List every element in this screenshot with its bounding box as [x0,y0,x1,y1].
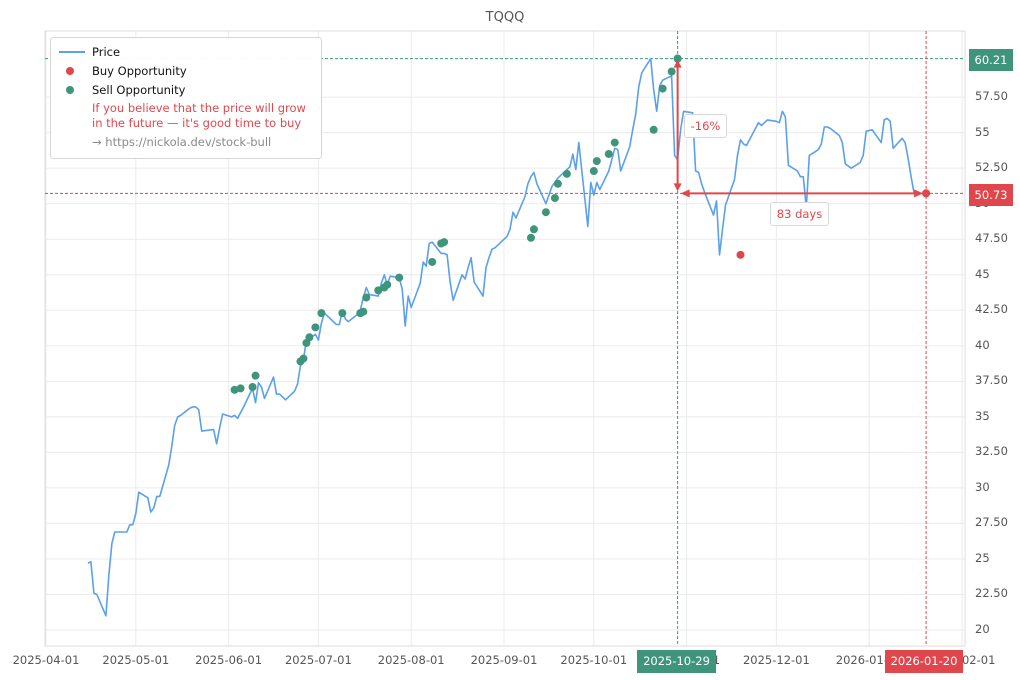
legend-label: Buy Opportunity [92,64,187,78]
arrow-head-right-icon [914,189,924,198]
drawdown-label: -16% [684,114,727,138]
plot-frame [44,30,966,647]
y-tick-label: 57.50 [975,89,1008,104]
high-date-badge: 2025-10-29 [637,650,716,673]
x-tick-label: 2025-07-01 [284,653,352,667]
sell-marker [526,233,535,242]
current-marker [922,189,931,198]
sell-marker [299,354,308,363]
x-tick-label: 2025-08-01 [377,653,445,667]
y-tick-label: 20 [975,622,990,636]
sell-marker [667,67,676,76]
sell-opportunity-markers [230,54,682,394]
high-price-badge: 60.21 [969,49,1013,71]
sell-marker [251,371,260,380]
sell-marker [383,280,392,289]
price-line [87,57,915,617]
buy-marker [673,54,682,63]
sell-marker [359,307,368,316]
y-tick-label: 30 [975,479,990,494]
sell-marker [658,84,667,93]
arrow-head-down-icon [673,183,682,192]
y-tick-label: 22.50 [975,586,1008,601]
sell-marker [236,384,245,393]
sell-marker [311,323,320,332]
chart-title: TQQQ [485,10,525,25]
dot-icon [66,67,74,75]
sell-marker [362,293,371,302]
y-tick-label: 45 [975,266,990,281]
x-tick-label: 2025-12-01 [742,653,810,667]
sell-marker [553,179,562,188]
y-tick-label: 55 [975,124,990,139]
sell-marker [248,383,257,392]
legend-note-line: in the future — it's good time to buy [92,116,302,130]
buy-marker [736,250,745,259]
x-tick-label: 2025-05-01 [102,653,170,667]
y-tick-label: 47.50 [975,231,1008,246]
sell-marker [338,309,347,318]
x-tick-label: 2025-10-01 [560,653,628,667]
x-tick-label: 2025-09-01 [470,653,538,667]
grid-lines [45,31,965,646]
sell-marker [395,273,404,282]
y-tick-label: 52.50 [975,160,1008,175]
y-tick-label: 40 [975,337,990,352]
legend-label: Price [92,45,121,59]
sell-marker [610,138,619,147]
y-tick-label: 35 [975,408,990,423]
legend-note-line: If you believe that the price will grow [92,101,306,115]
y-tick-label: 27.50 [975,515,1008,530]
annotation-arrows [673,59,924,198]
legend-label: Sell Opportunity [92,83,186,97]
y-tick-label: 32.50 [975,444,1008,459]
sell-marker [649,125,658,134]
sell-marker [305,333,314,342]
current-date-badge: 2026-01-20 [885,650,963,673]
arrow-head-left-icon [680,189,690,198]
legend: Price Buy Opportunity Sell Opportunity I… [50,37,322,159]
line-icon [59,51,85,53]
sell-marker [529,225,538,234]
y-tick-label: 37.50 [975,373,1008,388]
sell-marker [562,169,571,178]
sell-marker [317,309,326,318]
x-tick-label: 2025-06-01 [195,653,263,667]
y-tick-label: 25 [975,550,990,565]
sell-marker [374,286,383,295]
sell-marker [604,149,613,158]
arrow-head-up-icon [673,59,682,68]
buy-opportunity-markers [673,54,931,259]
duration-label: 83 days [770,202,829,226]
dot-icon [66,86,74,94]
sell-marker [428,257,437,266]
sell-marker [440,238,449,247]
legend-note: If you believe that the price will grow … [92,101,306,131]
y-tick-label: 42.50 [975,302,1008,317]
sell-marker [589,167,598,176]
legend-link[interactable]: → https://nickola.dev/stock-bull [92,135,272,149]
sell-marker [550,194,559,203]
current-price-badge: 50.73 [969,184,1013,206]
sell-marker [541,208,550,217]
x-tick-label: 2025-04-01 [12,653,80,667]
sell-marker [592,157,601,166]
sell-marker [230,385,239,394]
